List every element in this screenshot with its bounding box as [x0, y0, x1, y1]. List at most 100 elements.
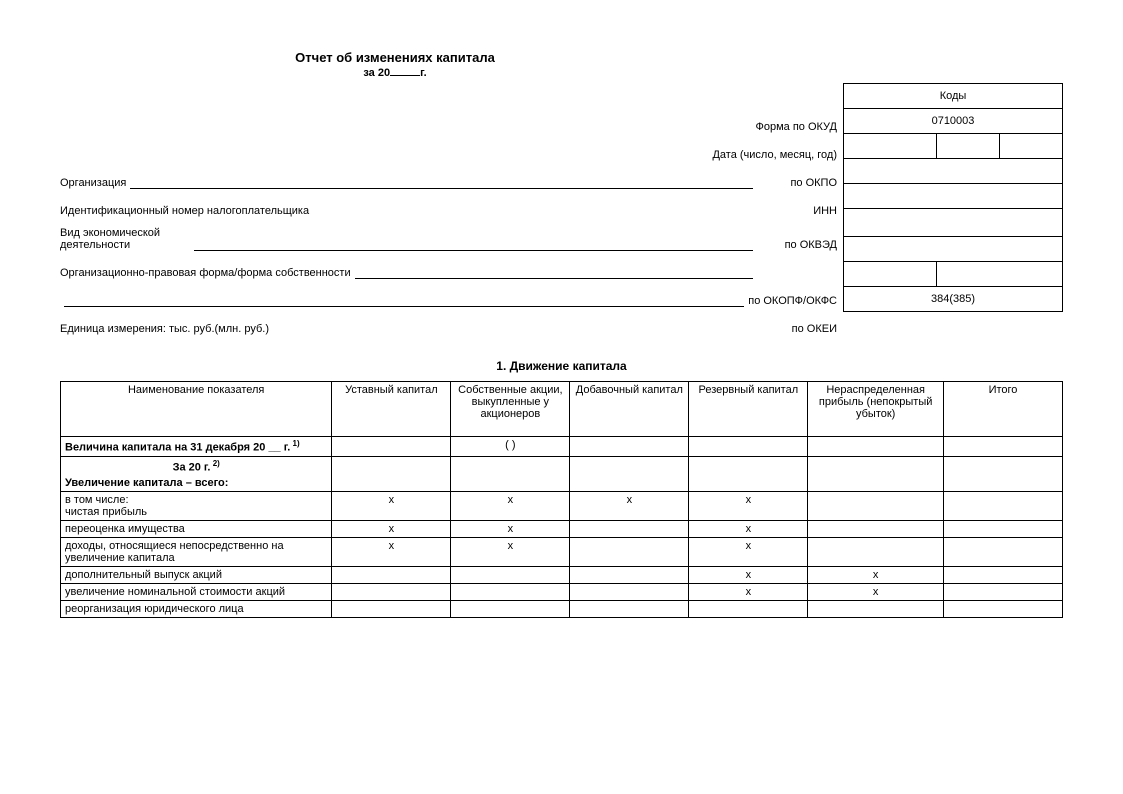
table-cell [570, 538, 689, 567]
table-cell [451, 567, 570, 584]
row-label: Величина капитала на 31 декабря 20 __ г.… [61, 437, 332, 457]
header-field-row: Организационно-правовая форма/форма собс… [60, 257, 843, 279]
table-cell: х [808, 567, 944, 584]
codes-cell [844, 262, 937, 287]
column-header: Нераспределенная прибыль (непокрытый убы… [808, 382, 944, 437]
header-field-row: Форма по ОКУД [60, 111, 843, 133]
table-cell [944, 567, 1063, 584]
table-cell [570, 475, 689, 492]
row-label: увеличение номинальной стоимости акций [61, 584, 332, 601]
table-cell [944, 456, 1063, 475]
table-cell [332, 437, 451, 457]
subtitle-prefix: за 20 [363, 67, 390, 79]
table-cell: х [332, 521, 451, 538]
field-code-label: по ОКВЭД [757, 239, 843, 251]
row-label: переоценка имущества [61, 521, 332, 538]
table-cell [570, 567, 689, 584]
codes-cell [937, 134, 1000, 159]
header-field-row: по ОКОПФ/ОКФС [60, 285, 843, 307]
row-label: доходы, относящиеся непосредственно на у… [61, 538, 332, 567]
table-cell [944, 475, 1063, 492]
table-cell [689, 437, 808, 457]
field-underline [194, 236, 753, 251]
row-label: дополнительный выпуск акций [61, 567, 332, 584]
table-cell [332, 601, 451, 618]
table-cell [808, 521, 944, 538]
main-table: Наименование показателяУставный капиталС… [60, 381, 1063, 618]
column-header: Итого [944, 382, 1063, 437]
header-field-row: Вид экономической деятельности по ОКВЭД [60, 223, 843, 251]
codes-cell-empty [844, 237, 1063, 262]
field-code-label: по ОКОПФ/ОКФС [748, 295, 843, 307]
field-label: Идентификационный номер налогоплательщик… [60, 205, 309, 217]
field-label: Вид экономической деятельности [60, 227, 190, 251]
column-header: Уставный капитал [332, 382, 451, 437]
table-cell [570, 456, 689, 475]
field-underline [355, 264, 753, 279]
row-label: в том числе:чистая прибыль [61, 492, 332, 521]
field-label: Организация [60, 177, 126, 189]
field-code-label: Форма по ОКУД [756, 121, 844, 133]
codes-table: Коды0710003 384(385) [843, 83, 1063, 312]
codes-cell [1000, 134, 1063, 159]
column-header: Собственные акции, выкупленные у акционе… [451, 382, 570, 437]
header-left-column: Форма по ОКУД Дата (число, месяц, год) Орг… [60, 83, 843, 335]
table-cell: х [332, 538, 451, 567]
header-field-row: Организацияпо ОКПО [60, 167, 843, 189]
table-cell: х [689, 584, 808, 601]
field-code-label: ИНН [757, 205, 843, 217]
codes-cell: 384(385) [844, 287, 1063, 312]
field-label: Организационно-правовая форма/форма собс… [60, 267, 351, 279]
table-cell [451, 456, 570, 475]
table-cell [570, 584, 689, 601]
table-cell [451, 601, 570, 618]
table-cell [808, 492, 944, 521]
table-cell [570, 521, 689, 538]
table-cell [451, 584, 570, 601]
table-cell [944, 601, 1063, 618]
row-label: За 20 г. 2) [61, 456, 332, 475]
table-cell [332, 567, 451, 584]
table-cell: х [689, 567, 808, 584]
section-title: 1. Движение капитала [60, 359, 1063, 373]
header-field-row: Дата (число, месяц, год) [60, 139, 843, 161]
table-cell [808, 475, 944, 492]
table-cell: х [808, 584, 944, 601]
table-cell [944, 521, 1063, 538]
table-cell: х [451, 538, 570, 567]
table-cell: ( ) [451, 437, 570, 457]
column-header: Наименование показателя [61, 382, 332, 437]
row-label: реорганизация юридического лица [61, 601, 332, 618]
table-cell: х [689, 538, 808, 567]
column-header: Резервный капитал [689, 382, 808, 437]
document-subtitle: за 20г. [180, 67, 610, 79]
codes-cell: 0710003 [844, 109, 1063, 134]
table-cell: х [451, 492, 570, 521]
codes-cell [844, 209, 1063, 237]
table-cell: х [689, 492, 808, 521]
table-cell [808, 601, 944, 618]
table-cell: х [332, 492, 451, 521]
table-cell [689, 601, 808, 618]
table-cell: х [570, 492, 689, 521]
codes-header: Коды [844, 84, 1063, 109]
table-cell: х [689, 521, 808, 538]
table-cell [451, 475, 570, 492]
field-underline [64, 292, 744, 307]
codes-cell [844, 134, 937, 159]
column-header: Добавочный капитал [570, 382, 689, 437]
table-cell [944, 437, 1063, 457]
codes-cell [937, 262, 1063, 287]
field-code-label: Дата (число, месяц, год) [712, 149, 843, 161]
table-cell [332, 475, 451, 492]
table-cell [944, 538, 1063, 567]
row-label: Увеличение капитала – всего: [61, 475, 332, 492]
codes-cell [844, 159, 1063, 184]
header-field-row: Единица измерения: тыс. руб.(млн. руб.)п… [60, 313, 843, 335]
document-title: Отчет об изменениях капитала [180, 50, 610, 65]
table-cell [808, 538, 944, 567]
table-cell [570, 437, 689, 457]
table-cell [689, 475, 808, 492]
field-label: Единица измерения: тыс. руб.(млн. руб.) [60, 323, 269, 335]
table-cell [944, 584, 1063, 601]
